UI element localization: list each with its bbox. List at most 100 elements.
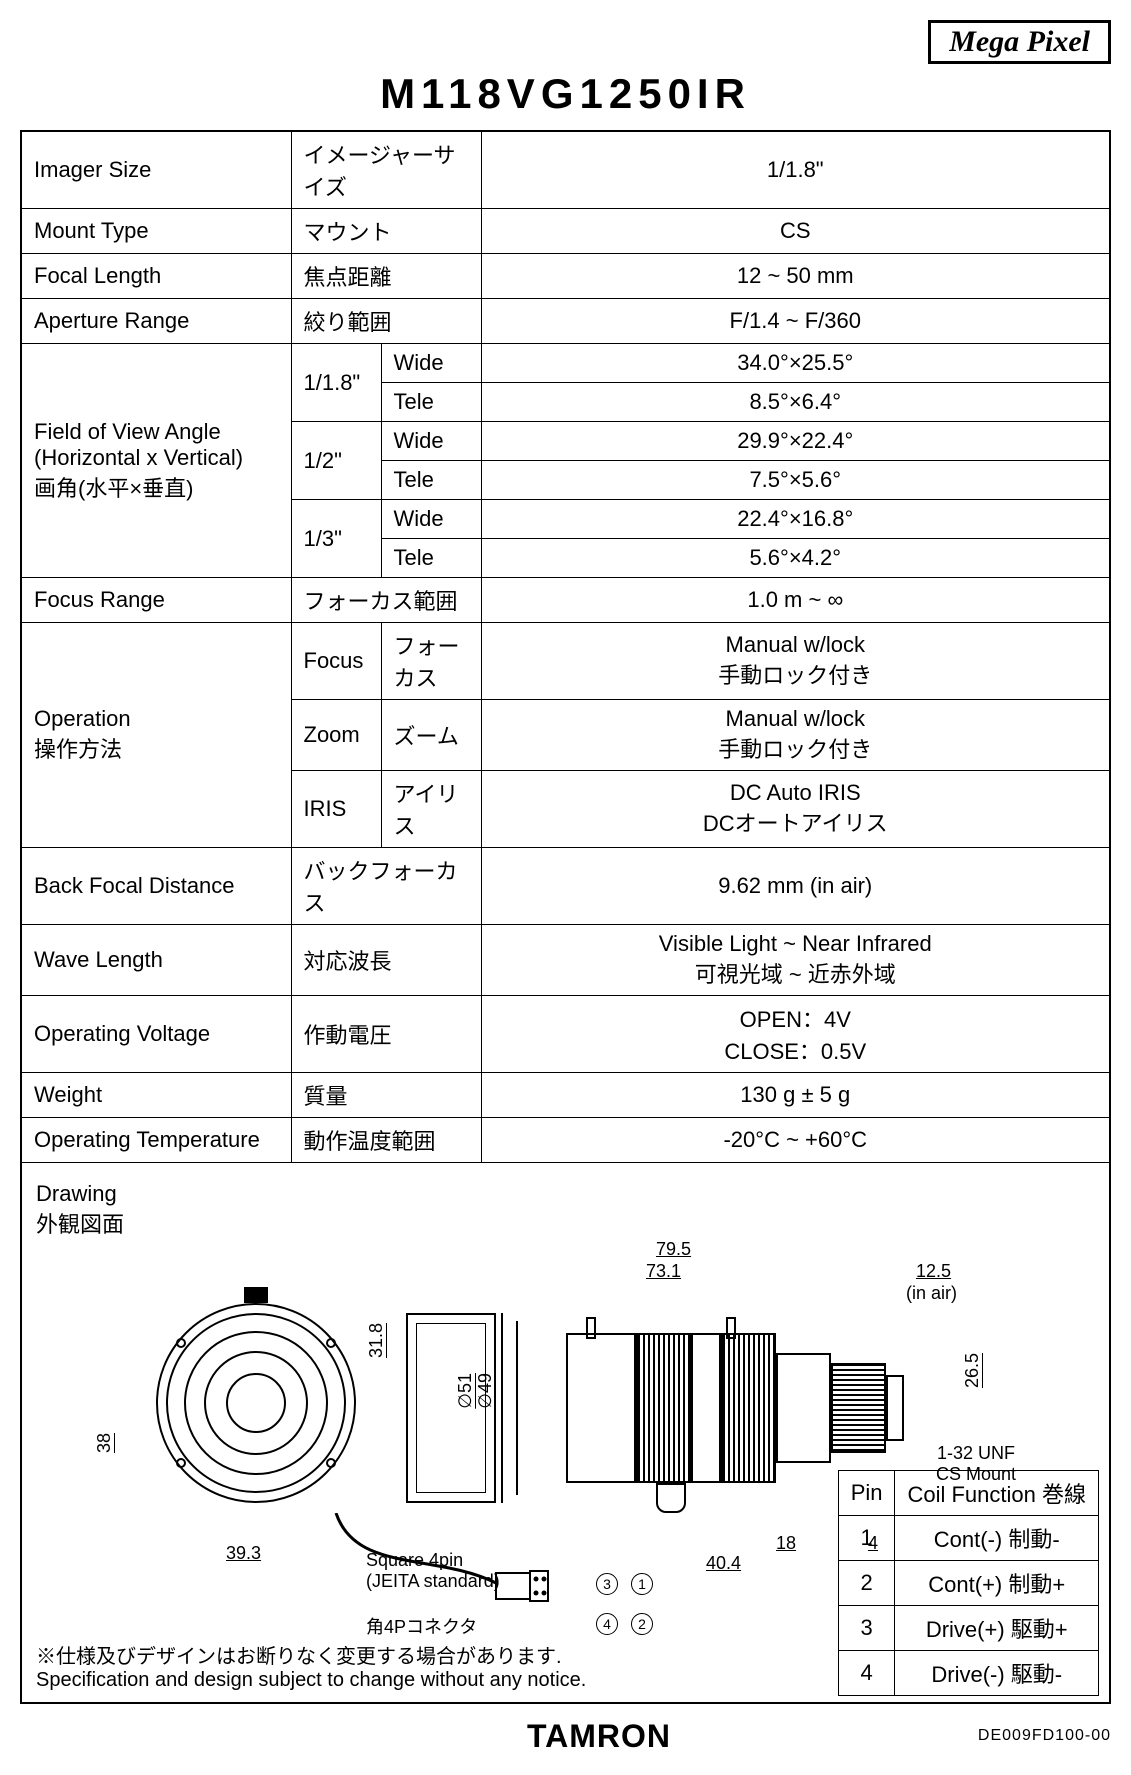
- label-jp: フォーカス範囲: [291, 578, 481, 623]
- pin-n: 3: [838, 1605, 895, 1650]
- mega-pixel-badge: Mega Pixel: [928, 20, 1111, 64]
- op-key-en: Focus: [291, 623, 381, 700]
- fov-tele-label: Tele: [381, 539, 481, 578]
- op-value: Manual w/lock 手動ロック付き: [481, 623, 1110, 700]
- value: 1.0 m ~ ∞: [481, 578, 1110, 623]
- pin-table: Pin Coil Function 巻線 1Cont(-) 制動- 2Cont(…: [838, 1470, 1099, 1696]
- table-row: Field of View Angle (Horizontal x Vertic…: [21, 344, 1110, 383]
- value: 12 ~ 50 mm: [481, 254, 1110, 299]
- pin-circle-4: 4: [596, 1613, 618, 1635]
- fov-value: 7.5°×5.6°: [481, 461, 1110, 500]
- value: 9.62 mm (in air): [481, 848, 1110, 925]
- drawing-cell: Drawing 外観図面: [21, 1163, 1110, 1703]
- label-en: Aperture Range: [21, 299, 291, 344]
- fov-size: 1/2": [291, 422, 381, 500]
- fov-label: Field of View Angle (Horizontal x Vertic…: [21, 344, 291, 578]
- product-title: M118VG1250IR: [20, 70, 1111, 118]
- pin-f: Cont(+) 制動+: [895, 1560, 1099, 1605]
- pin-header-func: Coil Function 巻線: [895, 1470, 1099, 1515]
- in-air-note: (in air): [906, 1283, 957, 1304]
- pin-f: Cont(-) 制動-: [895, 1515, 1099, 1560]
- table-row: Weight 質量 130 g ± 5 g: [21, 1073, 1110, 1118]
- fov-value: 5.6°×4.2°: [481, 539, 1110, 578]
- fov-wide-label: Wide: [381, 500, 481, 539]
- table-row: Operating Voltage 作動電圧 OPEN：4V CLOSE：0.5…: [21, 996, 1110, 1073]
- dim-18: 18: [776, 1533, 796, 1554]
- label-en: Weight: [21, 1073, 291, 1118]
- pin-n: 1: [838, 1515, 895, 1560]
- fov-value: 29.9°×22.4°: [481, 422, 1110, 461]
- dim-phi51: ∅51: [454, 1373, 476, 1409]
- fov-size: 1/3": [291, 500, 381, 578]
- pin-circle-3: 3: [596, 1573, 618, 1595]
- label-jp: 質量: [291, 1073, 481, 1118]
- fov-value: 22.4°×16.8°: [481, 500, 1110, 539]
- dim-73-1: 73.1: [646, 1261, 681, 1282]
- label-en: Operating Voltage: [21, 996, 291, 1073]
- op-value: DC Auto IRIS DCオートアイリス: [481, 771, 1110, 848]
- label-en: Focus Range: [21, 578, 291, 623]
- value: F/1.4 ~ F/360: [481, 299, 1110, 344]
- brand-logo: TAMRON: [527, 1718, 671, 1755]
- op-key-en: Zoom: [291, 700, 381, 771]
- table-row: Operating Temperature 動作温度範囲 -20°C ~ +60…: [21, 1118, 1110, 1163]
- dim-40-4: 40.4: [706, 1553, 741, 1574]
- pin-circle-1: 1: [631, 1573, 653, 1595]
- spec-table: Imager Size イメージャーサイズ 1/1.8" Mount Type …: [20, 130, 1111, 1704]
- table-row: Focus Range フォーカス範囲 1.0 m ~ ∞: [21, 578, 1110, 623]
- pin-n: 2: [838, 1560, 895, 1605]
- label-en: Operating Temperature: [21, 1118, 291, 1163]
- pin-header-pin: Pin: [838, 1470, 895, 1515]
- op-value: Manual w/lock 手動ロック付き: [481, 700, 1110, 771]
- label-jp: 絞り範囲: [291, 299, 481, 344]
- table-row: Imager Size イメージャーサイズ 1/1.8": [21, 131, 1110, 209]
- value: -20°C ~ +60°C: [481, 1118, 1110, 1163]
- table-row: Wave Length 対応波長 Visible Light ~ Near In…: [21, 925, 1110, 996]
- notes: ※仕様及びデザインはお断りなく変更する場合があります. Specificatio…: [36, 1640, 586, 1692]
- drawing-title: Drawing 外観図面: [36, 1181, 1095, 1239]
- label-en: Back Focal Distance: [21, 848, 291, 925]
- dim-79-5: 79.5: [656, 1239, 691, 1260]
- pin-n: 4: [838, 1650, 895, 1695]
- op-key-jp: ズーム: [381, 700, 481, 771]
- fov-value: 8.5°×6.4°: [481, 383, 1110, 422]
- fov-wide-label: Wide: [381, 422, 481, 461]
- label-jp: マウント: [291, 209, 481, 254]
- operation-label: Operation 操作方法: [21, 623, 291, 848]
- doc-number: DE009FD100-00: [978, 1727, 1111, 1745]
- pin-f: Drive(+) 駆動+: [895, 1605, 1099, 1650]
- value: 130 g ± 5 g: [481, 1073, 1110, 1118]
- dim-38: 38: [94, 1433, 115, 1453]
- op-key-jp: フォーカス: [381, 623, 481, 700]
- label-jp: バックフォーカス: [291, 848, 481, 925]
- label-en: Wave Length: [21, 925, 291, 996]
- table-row: Aperture Range 絞り範囲 F/1.4 ~ F/360: [21, 299, 1110, 344]
- table-row: Operation 操作方法 Focus フォーカス Manual w/lock…: [21, 623, 1110, 700]
- dim-39-3: 39.3: [226, 1543, 261, 1564]
- dim-26-5: 26.5: [962, 1353, 983, 1388]
- fov-value: 34.0°×25.5°: [481, 344, 1110, 383]
- value: 1/1.8": [481, 131, 1110, 209]
- value: OPEN：4V CLOSE：0.5V: [481, 996, 1110, 1073]
- pin-circle-2: 2: [631, 1613, 653, 1635]
- label-jp: 対応波長: [291, 925, 481, 996]
- fov-size: 1/1.8": [291, 344, 381, 422]
- op-key-en: IRIS: [291, 771, 381, 848]
- label-en: Imager Size: [21, 131, 291, 209]
- table-row: Mount Type マウント CS: [21, 209, 1110, 254]
- value: CS: [481, 209, 1110, 254]
- fov-tele-label: Tele: [381, 461, 481, 500]
- drawing-row: Drawing 外観図面: [21, 1163, 1110, 1703]
- lens-front-view: [156, 1303, 356, 1503]
- fov-wide-label: Wide: [381, 344, 481, 383]
- dim-31-8: 31.8: [366, 1323, 387, 1358]
- label-jp: イメージャーサイズ: [291, 131, 481, 209]
- dim-phi49: ∅49: [474, 1373, 496, 1409]
- dim-12-5: 12.5: [916, 1261, 951, 1282]
- label-jp: 動作温度範囲: [291, 1118, 481, 1163]
- label-en: Mount Type: [21, 209, 291, 254]
- table-row: Focal Length 焦点距離 12 ~ 50 mm: [21, 254, 1110, 299]
- op-key-jp: アイリス: [381, 771, 481, 848]
- fov-tele-label: Tele: [381, 383, 481, 422]
- label-jp: 作動電圧: [291, 996, 481, 1073]
